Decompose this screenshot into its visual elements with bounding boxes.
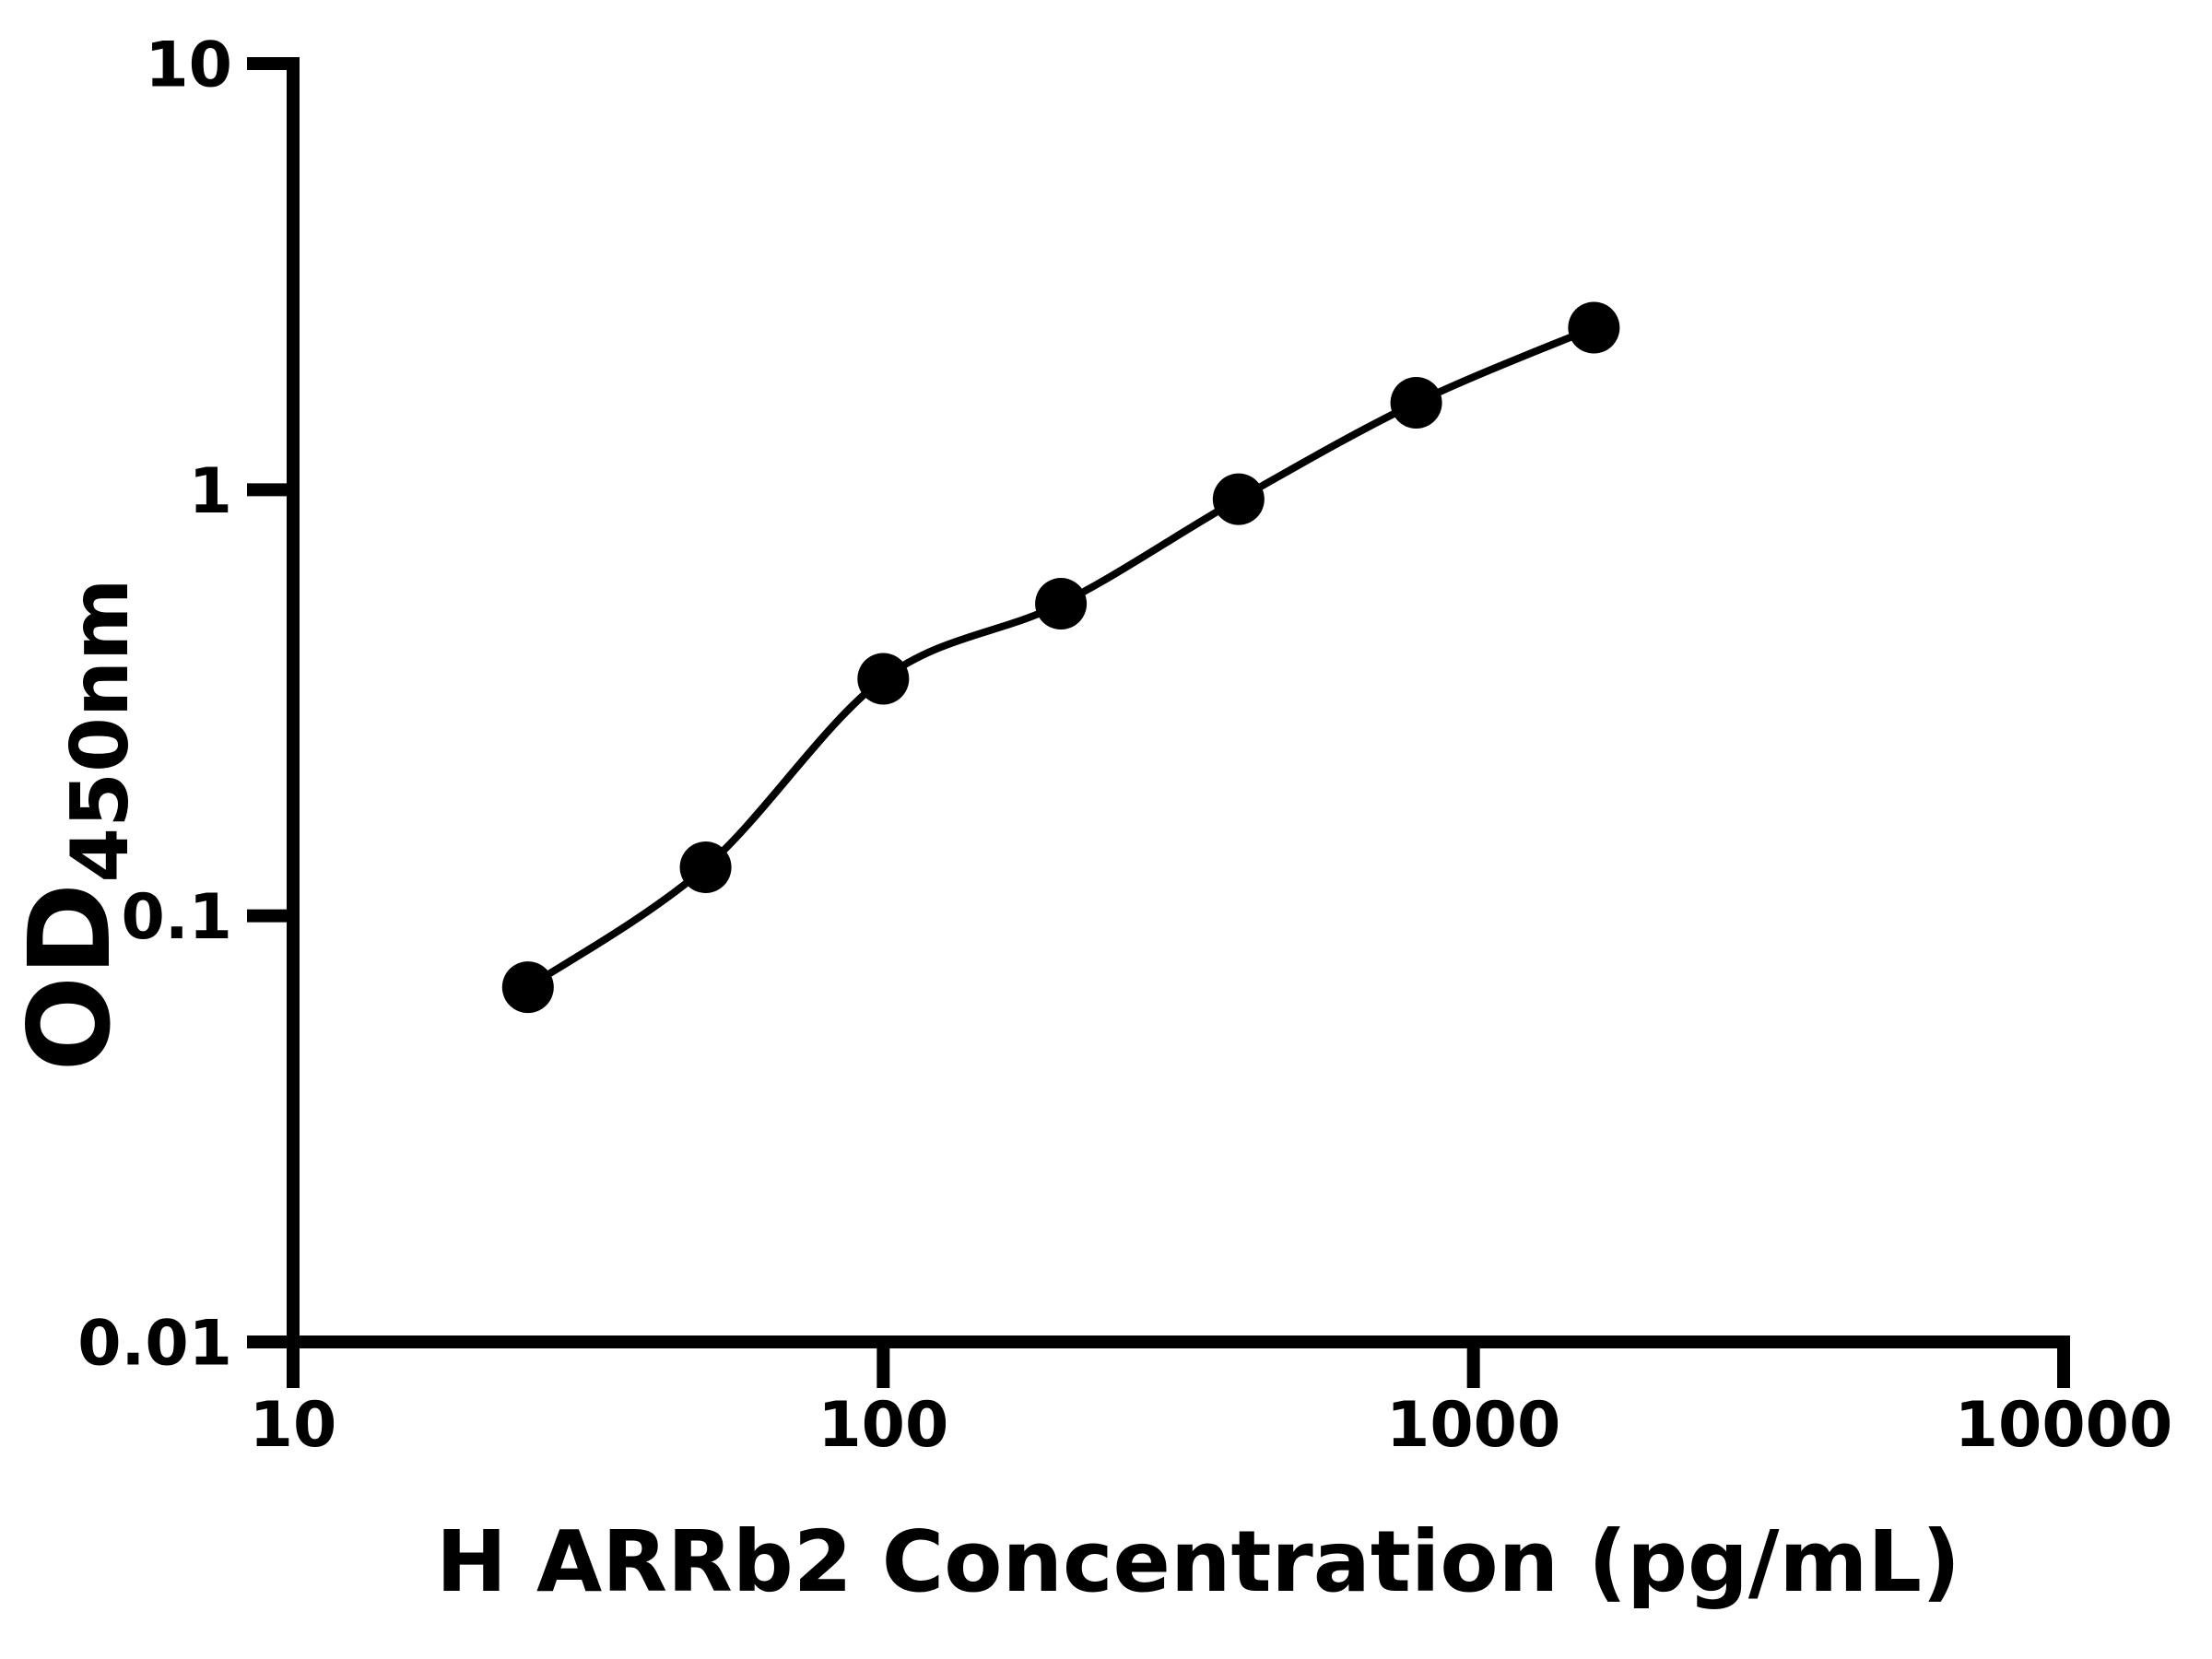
y-tick-label: 10 <box>145 29 232 101</box>
x-tick-label: 100 <box>818 1389 948 1462</box>
data-point <box>1212 473 1265 525</box>
x-axis-title: H ARRb2 Concentration (pg/mL) <box>436 1512 1960 1611</box>
data-point <box>679 841 732 893</box>
data-point <box>1390 376 1442 429</box>
data-point <box>857 653 910 705</box>
y-axis-title-subscript: 450nm <box>54 578 147 882</box>
y-tick-label: 0.1 <box>122 881 232 954</box>
x-tick-label: 10 <box>250 1389 337 1462</box>
y-tick-label: 0.01 <box>77 1307 232 1380</box>
data-point <box>501 961 554 1014</box>
x-tick-label: 10000 <box>1955 1389 2173 1462</box>
y-tick-label: 1 <box>189 455 232 528</box>
x-tick-label: 1000 <box>1386 1389 1560 1462</box>
y-axis-title-main: OD <box>5 883 135 1072</box>
data-point <box>1568 301 1620 354</box>
y-axis-title: OD450nm <box>5 578 147 1071</box>
fit-curve <box>525 324 1595 991</box>
data-point <box>1035 578 1088 630</box>
